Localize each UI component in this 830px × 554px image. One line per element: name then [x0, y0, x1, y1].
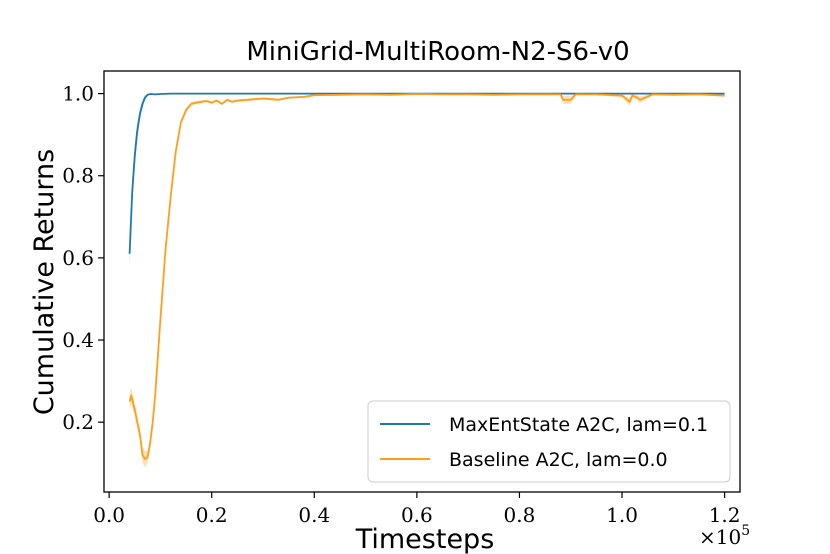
legend-label-maxentstate: MaxEntState A2C, lam=0.1 — [449, 414, 708, 436]
x-axis: 0.0 0.2 0.4 0.6 0.8 1.0 1.2 — [93, 492, 741, 527]
x-scale-exponent: 5 — [741, 523, 750, 539]
legend-box — [367, 400, 731, 483]
x-scale-base: ×10 — [699, 525, 741, 549]
series-band-0 — [129, 93, 725, 267]
x-tick-label: 1.0 — [606, 503, 638, 527]
axes-frame — [103, 70, 741, 493]
series-line-0 — [128, 92, 725, 254]
y-tick-label: 0.4 — [62, 328, 94, 352]
x-tick-label: 0.2 — [196, 503, 228, 527]
plot-area — [128, 92, 725, 468]
chart-title: MiniGrid-MultiRoom-N2-S6-v0 — [246, 37, 629, 67]
x-tick-label: 1.2 — [709, 503, 741, 527]
y-tick-label: 1.0 — [62, 82, 94, 106]
x-axis-scale-factor: ×105 — [699, 523, 750, 549]
y-tick-label: 0.6 — [62, 246, 94, 270]
series-line-1 — [128, 93, 725, 461]
x-tick-label: 0.0 — [93, 503, 125, 527]
y-tick-label: 0.2 — [62, 410, 94, 434]
y-axis: 0.2 0.4 0.6 0.8 1.0 — [62, 82, 104, 434]
x-axis-label: Timesteps — [355, 524, 495, 554]
y-tick-label: 0.8 — [62, 164, 94, 188]
x-tick-label: 0.4 — [298, 503, 330, 527]
y-axis-label: Cumulative Returns — [29, 149, 60, 415]
x-tick-label: 0.8 — [504, 503, 536, 527]
legend: MaxEntState A2C, lam=0.1 Baseline A2C, l… — [367, 400, 731, 483]
x-tick-label: 0.6 — [401, 503, 433, 527]
legend-label-baseline: Baseline A2C, lam=0.0 — [449, 449, 668, 471]
